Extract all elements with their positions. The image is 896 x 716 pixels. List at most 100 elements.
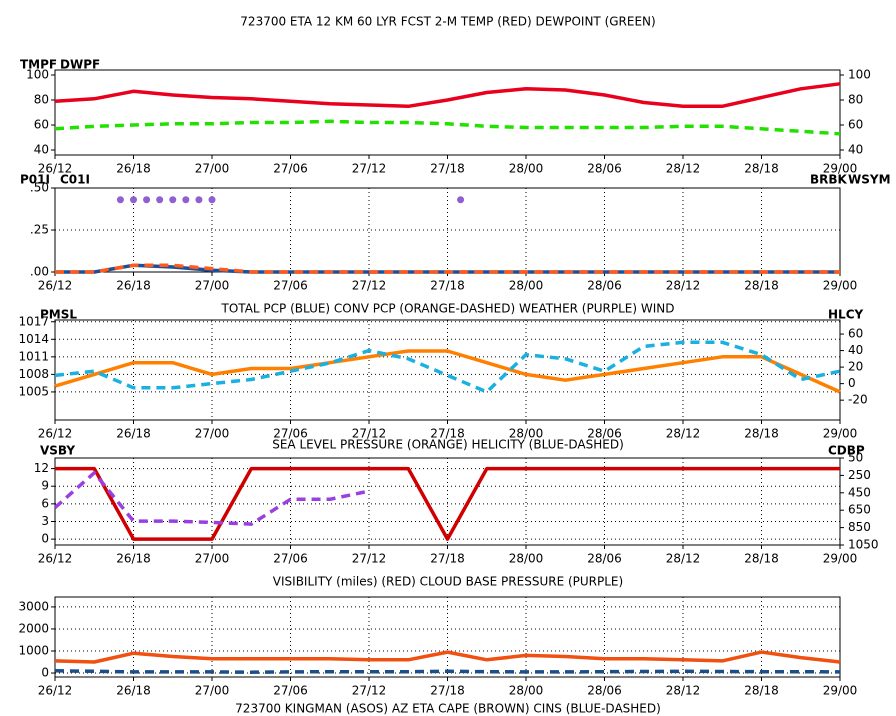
y-tick-label: 9 [41, 479, 49, 493]
y2-tick-label: 450 [848, 485, 871, 499]
x-tick-label: 27/06 [273, 279, 308, 293]
x-tick-label: 28/00 [509, 684, 544, 698]
x-tick-label: 26/12 [38, 279, 73, 293]
x-tick-label: 28/06 [587, 427, 622, 441]
panel-title: 723700 KINGMAN (ASOS) AZ ETA CAPE (BROWN… [235, 702, 661, 716]
y2-tick-label: 0 [848, 376, 856, 390]
series-name: CDBP [828, 444, 865, 458]
panel-title: 723700 ETA 12 KM 60 LYR FCST 2-M TEMP (R… [240, 15, 655, 29]
weather-dot [182, 196, 190, 204]
y2-tick-label: 50 [848, 451, 863, 465]
series-line [54, 349, 841, 394]
y-tick-label: 1008 [18, 367, 49, 381]
panel-title: VISIBILITY (miles) (RED) CLOUD BASE PRES… [273, 575, 623, 589]
y-tick-label: 12 [34, 461, 49, 475]
series-name: C01I [60, 173, 90, 187]
y-tick-label: 1014 [18, 332, 49, 346]
x-tick-label: 28/12 [666, 684, 701, 698]
series-line [54, 340, 841, 394]
plot-frame [54, 319, 841, 421]
x-tick-label: 26/18 [116, 279, 151, 293]
x-tick-label: 29/00 [823, 279, 858, 293]
x-tick-label: 27/12 [352, 552, 387, 566]
x-tick-label: 26/12 [38, 684, 73, 698]
series-name: P01I [20, 173, 50, 187]
x-tick-label: 27/06 [273, 552, 308, 566]
panel-title: SEA LEVEL PRESSURE (ORANGE) HELICITY (BL… [272, 438, 624, 452]
weather-dot [169, 196, 177, 204]
series-name: PMSL [40, 308, 77, 322]
series-line [55, 466, 840, 541]
x-tick-label: 26/12 [38, 427, 73, 441]
x-tick-label: 29/00 [823, 552, 858, 566]
series-line [54, 669, 841, 674]
x-tick-label: 27/00 [195, 279, 230, 293]
weather-dot [130, 196, 137, 204]
x-tick-label: 29/00 [823, 427, 858, 441]
series-line [53, 471, 370, 526]
y-tick-label: 1000 [18, 643, 49, 657]
y-tick-label: 1011 [18, 349, 49, 363]
y-tick-label: 0 [41, 666, 49, 680]
x-tick-label: 28/06 [587, 684, 622, 698]
series-line [54, 650, 841, 664]
x-tick-label: 27/18 [430, 684, 465, 698]
y2-tick-label: 40 [848, 343, 863, 357]
y2-tick-label: 100 [848, 68, 871, 82]
x-tick-label: 26/18 [116, 684, 151, 698]
x-tick-label: 28/00 [509, 427, 544, 441]
series-name: TMPF [20, 58, 57, 72]
y-tick-label: 1005 [18, 384, 49, 398]
weather-dot [143, 196, 151, 204]
plot-frame [54, 457, 841, 546]
x-tick-label: 28/00 [509, 552, 544, 566]
x-tick-label: 26/18 [116, 162, 151, 176]
x-tick-label: 28/00 [509, 279, 544, 293]
y-tick-label: .25 [30, 223, 49, 237]
y2-tick-label: 250 [848, 468, 871, 482]
series-name: BRBK [810, 173, 848, 187]
x-tick-label: 27/06 [273, 427, 308, 441]
x-tick-label: 29/00 [823, 162, 858, 176]
x-tick-label: 27/00 [195, 552, 230, 566]
x-tick-label: 27/12 [352, 162, 387, 176]
x-tick-label: 27/18 [430, 552, 465, 566]
weather-dot [208, 196, 216, 204]
x-tick-label: 28/18 [744, 162, 779, 176]
x-tick-label: 28/12 [666, 162, 701, 176]
series-line [54, 82, 841, 109]
y2-tick-label: -20 [848, 393, 868, 407]
x-tick-label: 27/18 [430, 162, 465, 176]
x-tick-label: 27/18 [430, 427, 465, 441]
series-name: VSBY [40, 444, 75, 458]
y2-tick-label: 20 [848, 360, 863, 374]
weather-dot [457, 196, 465, 204]
x-tick-label: 26/12 [38, 162, 73, 176]
x-tick-label: 27/06 [273, 162, 308, 176]
series-name: DWPF [60, 58, 100, 72]
x-tick-label: 26/12 [38, 552, 73, 566]
y2-tick-label: 40 [848, 143, 863, 157]
y2-tick-label: 60 [848, 327, 863, 341]
x-tick-label: 26/18 [116, 552, 151, 566]
x-tick-label: 27/00 [195, 162, 230, 176]
y-tick-label: 80 [34, 93, 49, 107]
x-tick-label: 27/12 [352, 279, 387, 293]
x-tick-label: 26/18 [116, 427, 151, 441]
x-tick-label: 28/12 [666, 427, 701, 441]
y2-tick-label: 1050 [848, 538, 879, 552]
x-tick-label: 28/18 [744, 552, 779, 566]
series-line [54, 119, 841, 136]
y-tick-label: 3 [41, 514, 49, 528]
y-tick-label: 40 [34, 143, 49, 157]
y-tick-label: 100 [26, 68, 49, 82]
x-tick-label: 28/18 [744, 684, 779, 698]
series-line [55, 263, 840, 274]
y-tick-label: 0 [41, 532, 49, 546]
weather-dot [156, 196, 164, 204]
y-tick-label: 2000 [18, 621, 49, 635]
x-tick-label: 27/12 [352, 684, 387, 698]
x-tick-label: 28/06 [587, 162, 622, 176]
x-tick-label: 28/18 [744, 427, 779, 441]
